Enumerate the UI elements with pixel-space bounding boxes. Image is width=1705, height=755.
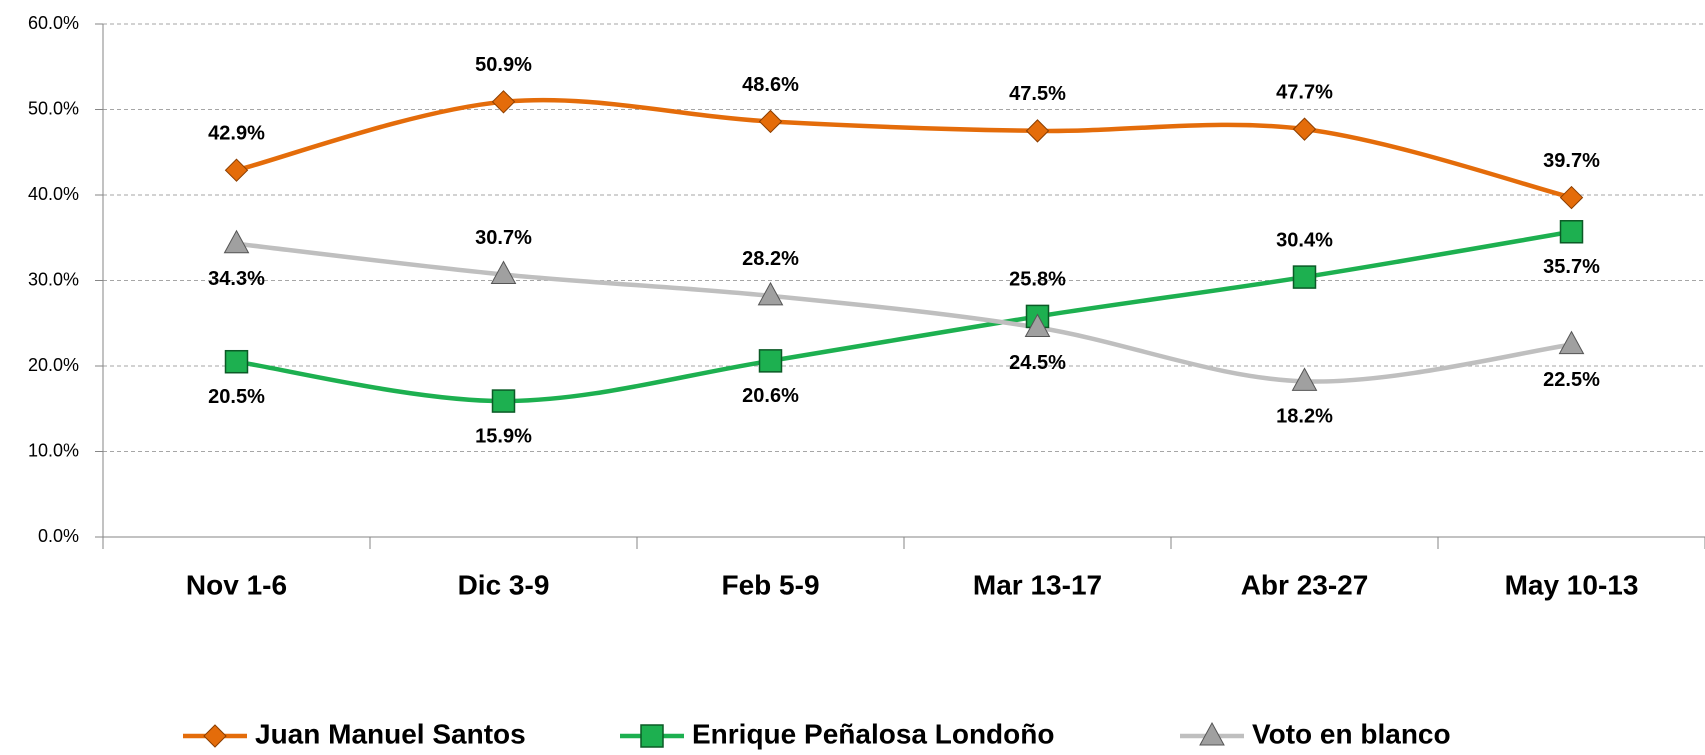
data-point (1559, 220, 1584, 244)
data-label: 34.3% (208, 268, 265, 290)
x-tick-label: Dic 3-9 (458, 569, 550, 600)
legend-marker (1199, 721, 1225, 746)
legend-label: Enrique Peñalosa Londoño (692, 718, 1054, 749)
data-point (1559, 185, 1584, 210)
series-line (235, 97, 1573, 200)
data-point (758, 109, 783, 134)
data-point (1558, 330, 1585, 355)
data-label: 30.4% (1276, 229, 1333, 251)
data-point (490, 260, 517, 285)
data-label: 28.2% (742, 248, 799, 270)
data-label: 42.9% (208, 122, 265, 144)
data-point (1292, 265, 1317, 289)
x-tick-label: Nov 1-6 (186, 569, 287, 600)
y-tick-label: 30.0% (28, 269, 79, 289)
data-label: 48.6% (742, 74, 799, 96)
data-label: 18.2% (1276, 406, 1333, 428)
data-point (491, 389, 516, 413)
x-tick-label: Mar 13-17 (973, 569, 1102, 600)
series-line (236, 241, 1572, 384)
y-tick-label: 50.0% (28, 98, 79, 118)
data-point (491, 90, 516, 114)
data-label: 15.9% (475, 425, 532, 447)
data-label: 24.5% (1009, 352, 1066, 374)
data-label: 22.5% (1543, 369, 1600, 391)
legend-marker (640, 724, 664, 748)
legend-label: Voto en blanco (1252, 718, 1451, 749)
y-tick-label: 20.0% (28, 355, 79, 375)
data-point (1025, 119, 1050, 143)
y-tick-label: 0.0% (38, 526, 79, 546)
data-label: 47.7% (1276, 81, 1333, 103)
y-tick-label: 60.0% (28, 13, 79, 33)
data-label: 30.7% (475, 227, 532, 249)
series-line (236, 229, 1572, 404)
data-point (757, 281, 784, 306)
data-point (224, 158, 249, 182)
data-label: 20.6% (742, 385, 799, 407)
legend-label: Juan Manuel Santos (255, 718, 526, 749)
x-tick-label: Feb 5-9 (721, 569, 819, 600)
data-label: 47.5% (1009, 83, 1066, 105)
x-tick-label: May 10-13 (1505, 569, 1639, 600)
data-point (1024, 313, 1051, 338)
y-tick-label: 40.0% (28, 184, 79, 204)
data-point (758, 349, 783, 373)
data-point (223, 229, 250, 254)
legend-marker (203, 724, 227, 748)
data-point (1292, 117, 1317, 141)
data-label: 39.7% (1543, 150, 1600, 172)
x-tick-label: Abr 23-27 (1241, 569, 1369, 600)
data-label: 20.5% (208, 386, 265, 408)
data-point (1291, 367, 1318, 391)
data-label: 50.9% (475, 54, 532, 76)
data-label: 25.8% (1009, 269, 1066, 291)
data-label: 35.7% (1543, 256, 1600, 278)
y-tick-label: 10.0% (28, 440, 79, 460)
data-point (224, 349, 249, 374)
